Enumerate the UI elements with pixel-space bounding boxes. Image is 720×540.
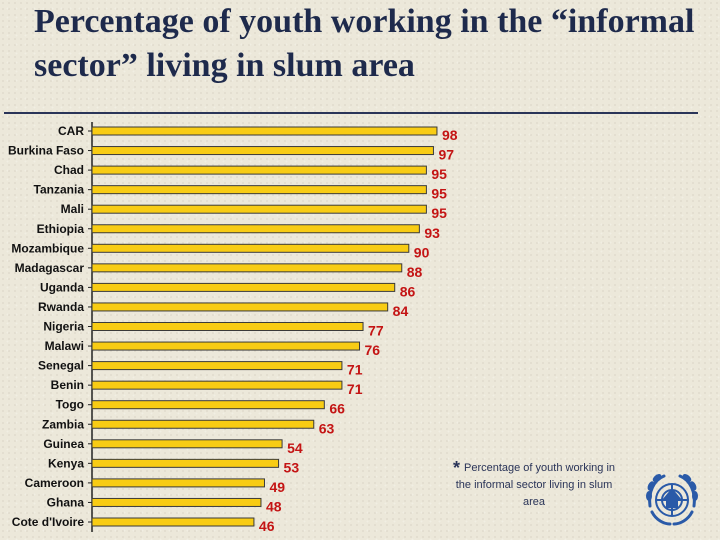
value-label: 54: [287, 440, 303, 456]
bar: [91, 517, 255, 527]
bar: [91, 380, 343, 390]
value-label: 76: [365, 342, 381, 358]
category-label: Guinea: [43, 437, 84, 451]
category-label: CAR: [58, 124, 84, 138]
chart-footnote: * Percentage of youth working in the info…: [452, 458, 616, 511]
value-label: 86: [400, 283, 416, 299]
value-label: 90: [414, 244, 430, 260]
bar: [91, 282, 396, 292]
value-label: 71: [347, 362, 363, 378]
bar: [91, 458, 280, 468]
bar: [91, 243, 410, 253]
footnote-asterisk: *: [452, 458, 460, 478]
value-label: 63: [319, 420, 335, 436]
value-label: 88: [407, 264, 423, 280]
category-label: Malawi: [45, 339, 84, 353]
category-label: Mali: [61, 202, 84, 216]
bar: [91, 341, 361, 351]
value-label: 97: [438, 147, 454, 163]
footnote-text: Percentage of youth working in the infor…: [455, 462, 616, 508]
value-label: 95: [431, 205, 447, 221]
category-label: Senegal: [38, 359, 84, 373]
category-label: Kenya: [48, 456, 84, 470]
un-habitat-emblem-icon: [646, 474, 698, 526]
category-label: Chad: [54, 163, 84, 177]
bar: [91, 419, 315, 429]
bar: [91, 439, 283, 449]
page-title: Percentage of youth working in the “info…: [34, 3, 695, 84]
category-label: Benin: [51, 378, 84, 392]
bar-chart: CAR 98 Burkina Faso 97 Chad 95 Tanzania 95 Mali 9…: [8, 122, 458, 534]
bar: [91, 361, 343, 371]
bar: [91, 497, 262, 507]
bar: [91, 400, 325, 410]
category-label: Madagascar: [15, 261, 85, 275]
category-label: Zambia: [42, 417, 84, 431]
value-label: 71: [347, 381, 363, 397]
value-label: 98: [442, 127, 458, 143]
category-label: Burkina Faso: [8, 144, 84, 158]
bar: [91, 146, 434, 156]
category-label: Togo: [56, 398, 84, 412]
value-label: 93: [424, 225, 440, 241]
category-label: Cameroon: [25, 476, 84, 490]
bar: [91, 126, 438, 136]
bar: [91, 224, 420, 234]
value-label: 46: [259, 518, 275, 534]
category-label: Uganda: [40, 280, 84, 294]
value-label: 48: [266, 498, 282, 514]
category-label: Mozambique: [11, 241, 84, 255]
value-label: 49: [269, 479, 285, 495]
category-label: Ghana: [47, 495, 85, 509]
bar: [91, 263, 403, 273]
category-label: Cote d'Ivoire: [12, 515, 85, 529]
bar: [91, 185, 427, 195]
category-label: Nigeria: [43, 320, 84, 334]
value-label: 84: [393, 303, 409, 319]
category-label: Rwanda: [38, 300, 84, 314]
value-label: 95: [431, 166, 447, 182]
bar: [91, 322, 364, 331]
value-label: 53: [284, 459, 300, 475]
value-label: 66: [329, 401, 345, 417]
title-divider: [4, 112, 698, 114]
category-label: Tanzania: [34, 183, 85, 197]
value-label: 77: [368, 323, 384, 339]
bar: [91, 165, 427, 175]
bar: [91, 478, 265, 488]
category-label: Ethiopia: [37, 222, 85, 236]
bar: [91, 302, 389, 312]
value-label: 95: [431, 186, 447, 202]
bar: [91, 204, 427, 214]
